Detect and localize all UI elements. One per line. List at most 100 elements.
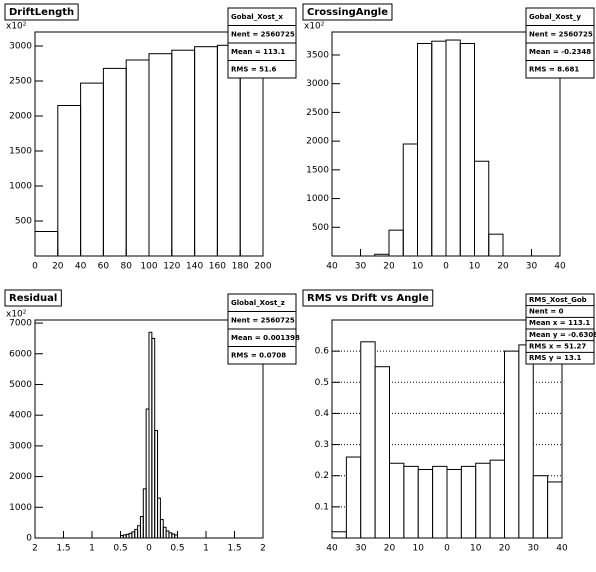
y-tick-label: 0.3	[315, 440, 329, 450]
y-tick-label: 0.2	[315, 471, 329, 481]
histogram-bin	[446, 468, 462, 539]
histogram-bin	[518, 344, 534, 539]
x-tick-label: 30	[355, 262, 367, 272]
y-tick-label: 500	[15, 217, 32, 227]
title-box	[4, 3, 79, 21]
x-tick-label: 0	[443, 262, 449, 272]
x-tick-label: 10	[470, 544, 482, 554]
x-tick-label: 20	[384, 544, 396, 554]
x-tick-label: 40	[326, 262, 338, 272]
x-tick-label: 0.5	[113, 544, 127, 554]
histogram-bin	[417, 468, 434, 539]
histogram-bin	[402, 143, 418, 257]
y-tick-label: 0	[26, 534, 32, 544]
stats-entry: Mean y = -0.6308	[529, 331, 596, 339]
y-tick-label: 2000	[9, 472, 32, 482]
title-box	[302, 3, 393, 21]
histogram-bin	[475, 462, 491, 539]
histogram-bin	[331, 531, 347, 539]
stats-entry: RMS = 8.681	[529, 65, 579, 73]
x-tick-label: 20	[499, 544, 511, 554]
y-tick-label: 0.5	[315, 378, 329, 388]
histogram-bin	[80, 82, 104, 257]
stats-entry: RMS = 0.0708	[231, 351, 286, 359]
x-tick-label: 160	[209, 262, 226, 272]
histogram-bin	[504, 350, 520, 539]
pad-title: RMS vs Drift vs Angle	[307, 293, 429, 304]
y-tick-label: 7000	[9, 319, 32, 329]
stats-entry: RMS x = 51.27	[529, 343, 586, 351]
x-tick-label: 40	[556, 544, 568, 554]
x-tick-label: 10	[469, 262, 481, 272]
histogram-bin	[374, 366, 390, 539]
y-tick-label: 4000	[9, 411, 32, 421]
histogram-bin	[171, 49, 196, 257]
histogram-bin	[460, 465, 477, 539]
y-tick-label: 2000	[306, 137, 329, 147]
histogram-bin	[374, 253, 390, 257]
stats-entry: Mean = 0.001398	[231, 334, 300, 342]
stats-entry: Nent = 2560725	[231, 316, 295, 324]
histogram-bin	[474, 160, 490, 257]
histogram-bin	[403, 465, 419, 539]
y-tick-label: 1500	[306, 165, 329, 175]
histogram-bin	[174, 534, 178, 539]
stats-entry: Global_Xost_z	[231, 299, 285, 307]
x-tick-label: 10	[412, 262, 424, 272]
x-tick-label: 0	[32, 262, 38, 272]
pad-title: DriftLength	[9, 7, 74, 18]
histogram-bin	[388, 229, 404, 257]
x-tick-label: 20	[383, 262, 395, 272]
y-tick-label: 3000	[9, 441, 32, 451]
title-box	[4, 289, 62, 307]
y-tick-label: 2500	[306, 108, 329, 118]
y-tick-label: 3500	[306, 50, 329, 60]
pad-title: Residual	[9, 293, 57, 304]
axis-exponent: x10²	[304, 22, 325, 32]
y-tick-label: 1500	[9, 147, 32, 157]
histogram-bin	[547, 481, 563, 539]
x-tick-label: 100	[140, 262, 157, 272]
histogram-bin	[488, 233, 504, 257]
axis-exponent: x10²	[6, 310, 27, 320]
y-tick-label: 3000	[9, 42, 32, 52]
y-tick-label: 3000	[306, 79, 329, 89]
x-tick-label: 1	[203, 544, 209, 554]
x-tick-label: 1.5	[56, 544, 70, 554]
stats-entry: RMS = 51.6	[231, 65, 277, 73]
x-tick-label: 0	[444, 544, 450, 554]
histogram-bin	[57, 105, 82, 257]
x-tick-label: 2	[32, 544, 38, 554]
stats-entry: Mean x = 113.1	[529, 319, 590, 327]
histogram-bin	[148, 53, 173, 257]
histogram-bin	[459, 42, 475, 257]
histogram-bin	[389, 462, 405, 539]
histogram-bin	[34, 231, 59, 257]
x-tick-label: 0.5	[170, 544, 184, 554]
x-tick-label: 20	[497, 262, 509, 272]
x-tick-label: 140	[186, 262, 203, 272]
histogram-bin	[360, 341, 376, 539]
x-tick-label: 10	[413, 544, 425, 554]
stats-entry: Gobal_Xost_y	[529, 13, 581, 21]
histogram-bin	[194, 46, 218, 257]
title-box	[302, 289, 434, 307]
y-tick-label: 0.4	[315, 409, 330, 419]
y-tick-label: 1000	[9, 182, 32, 192]
x-tick-label: 200	[254, 262, 271, 272]
histogram-bin	[417, 42, 433, 257]
stats-entry: RMS_Xost_Gob	[529, 296, 587, 304]
x-tick-label: 80	[120, 262, 132, 272]
x-tick-label: 40	[326, 544, 338, 554]
stats-entry: RMS y = 13.1	[529, 354, 582, 362]
stats-entry: Mean = 113.1	[231, 48, 285, 56]
x-tick-label: 40	[554, 262, 566, 272]
x-tick-label: 40	[75, 262, 87, 272]
x-tick-label: 1	[89, 544, 95, 554]
stats-entry: Gobal_Xost_x	[231, 13, 283, 21]
histogram-bin	[154, 430, 159, 539]
x-tick-label: 2	[260, 544, 266, 554]
y-tick-label: 0.1	[315, 502, 329, 512]
y-tick-label: 0.6	[315, 347, 330, 357]
